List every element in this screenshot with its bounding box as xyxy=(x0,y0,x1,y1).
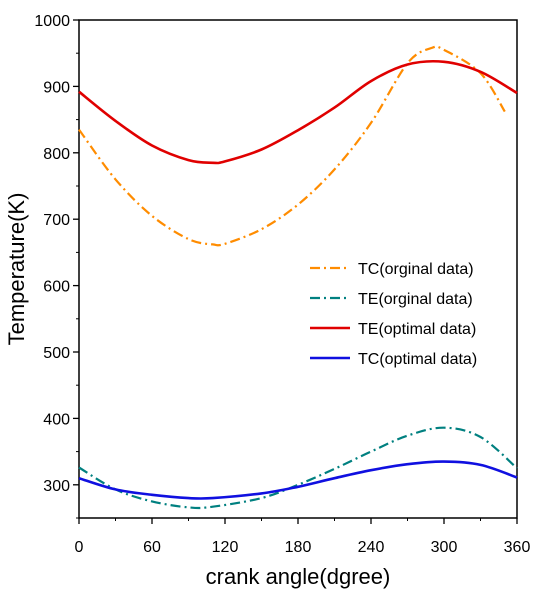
y-tick-label: 500 xyxy=(43,345,70,362)
x-tick-label: 360 xyxy=(504,539,531,556)
y-tick-label: 900 xyxy=(43,79,70,96)
y-tick-label: 700 xyxy=(43,212,70,229)
y-tick-label: 600 xyxy=(43,279,70,296)
y-tick-label: 1000 xyxy=(34,13,70,30)
tick-layer: 0 60 120 180 240 300 360 300 400 500 600 700 800 900 1… xyxy=(34,13,530,556)
legend-label-tc-optimal-data: TC(optimal data) xyxy=(358,351,477,368)
y-axis-title: Temperature(K) xyxy=(4,193,29,346)
y-tick-label: 800 xyxy=(43,146,70,163)
x-tick-label: 60 xyxy=(143,539,161,556)
series-line-te-orginal-data xyxy=(78,426,518,510)
x-tick-label: 0 xyxy=(75,539,84,556)
legend: TC(orginal data) TE(orginal data) TE(optim… xyxy=(310,261,477,368)
x-axis-title: crank angle(dgree) xyxy=(206,564,391,589)
series-line-te-optimal-data xyxy=(78,59,518,165)
legend-label-te-orginal-data: TE(orginal data) xyxy=(358,291,473,308)
series-line-tc-optimal-data xyxy=(78,460,518,500)
series-layer xyxy=(78,45,518,510)
x-tick-label: 120 xyxy=(212,539,239,556)
legend-label-tc-orginal-data: TC(orginal data) xyxy=(358,261,474,278)
series-line-tc-orginal-data xyxy=(78,45,506,247)
y-tick-label: 300 xyxy=(43,478,70,495)
x-tick-label: 300 xyxy=(431,539,458,556)
x-tick-label: 180 xyxy=(285,539,312,556)
legend-label-te-optimal-data: TE(optimal data) xyxy=(358,321,476,338)
y-tick-label: 400 xyxy=(43,411,70,428)
x-tick-label: 240 xyxy=(358,539,385,556)
